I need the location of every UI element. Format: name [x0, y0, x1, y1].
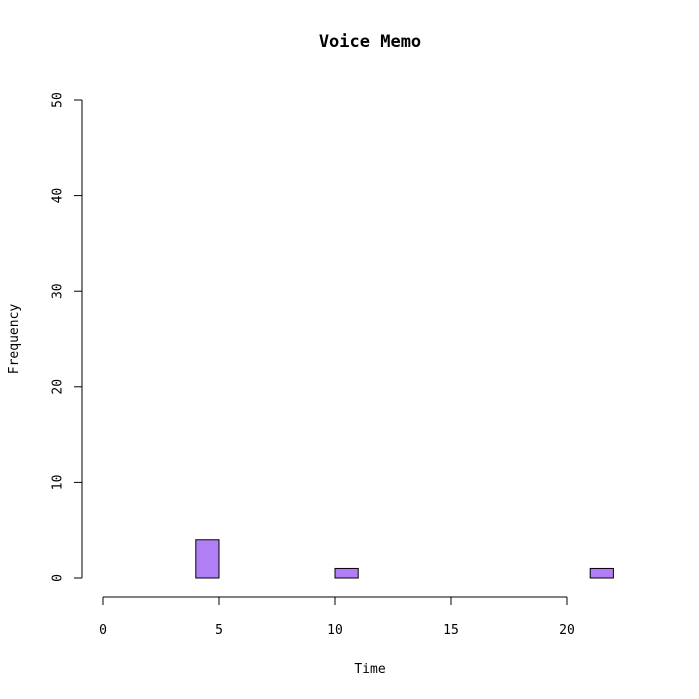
histogram-bar	[589, 567, 614, 579]
y-tick-label: 20	[51, 379, 66, 395]
x-axis: 0 5 10 15 20	[99, 596, 575, 638]
x-tick-label: 15	[443, 623, 459, 638]
histogram-bar	[195, 539, 220, 579]
y-tick-label: 0	[51, 574, 66, 582]
x-tick-label: 5	[215, 623, 223, 638]
y-tick-label: 50	[51, 92, 66, 108]
bars	[195, 539, 614, 579]
chart-title: Voice Memo	[319, 32, 421, 52]
x-tick-label: 10	[327, 623, 343, 638]
x-tick-label: 20	[559, 623, 575, 638]
y-tick-label: 10	[51, 475, 66, 491]
y-tick-label: 30	[51, 283, 66, 299]
y-tick-label: 40	[51, 188, 66, 204]
histogram-bar	[334, 567, 359, 579]
y-axis: 0 10 20 30 40 50	[51, 92, 83, 582]
x-tick-label: 0	[99, 623, 107, 638]
x-axis-label: Time	[354, 662, 385, 677]
y-axis-label: Frequency	[7, 304, 22, 375]
